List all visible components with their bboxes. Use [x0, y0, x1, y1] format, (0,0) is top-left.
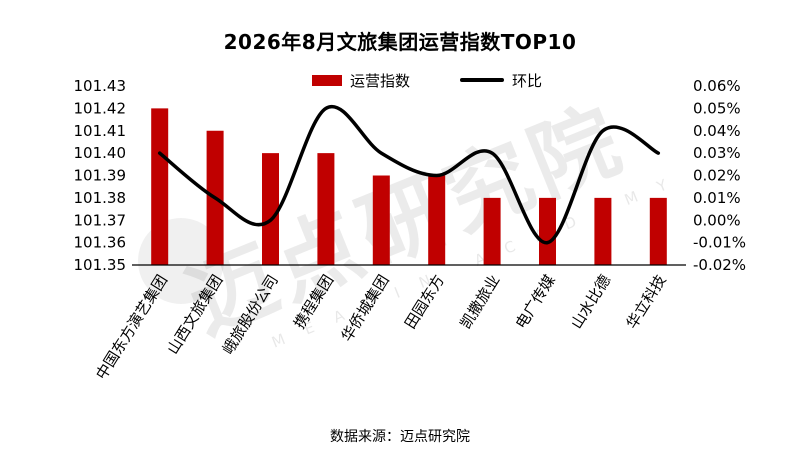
category-label: 华立科技 [623, 272, 670, 332]
category-label: 山水比德 [567, 272, 614, 332]
bar-2 [262, 153, 279, 265]
category-label: 携程集团 [290, 272, 337, 332]
category-label: 田园东方 [401, 272, 448, 332]
right-tick-label: 0.04% [693, 122, 741, 140]
left-tick-label: 101.43 [74, 77, 127, 95]
right-tick-label: 0.06% [693, 77, 741, 95]
chart-title: 2026年8月文旅集团运营指数TOP10 [223, 30, 577, 54]
left-tick-label: 101.41 [74, 122, 127, 140]
legend-bar-swatch [312, 74, 342, 86]
category-label: 山西文旅集团 [164, 272, 227, 358]
left-tick-label: 101.40 [74, 144, 127, 162]
chart-legend: 运营指数 环比 [0, 68, 800, 92]
left-tick-label: 101.35 [74, 256, 127, 274]
category-label: 峨旅股份公司 [219, 272, 282, 358]
bar-9 [649, 197, 667, 265]
data-source: 数据来源：迈点研究院 [330, 429, 470, 445]
right-tick-label: 0.01% [693, 189, 741, 207]
right-tick-label: 0.00% [693, 211, 741, 229]
left-tick-label: 101.39 [74, 167, 127, 185]
right-tick-label: -0.02% [693, 256, 746, 274]
legend-item-line: 环比 [460, 68, 542, 92]
line-layer [157, 104, 661, 245]
category-label: 凯撒旅业 [456, 272, 503, 332]
legend-line-label: 环比 [512, 71, 543, 90]
bar-3 [317, 153, 335, 265]
legend-item-bar: 运营指数 [312, 68, 410, 92]
category-label: 电广传媒 [512, 272, 559, 332]
bars-layer [151, 108, 667, 265]
chart-plot: 101.35 101.36 101.37 101.38 101.39 101.40 101.… [74, 77, 747, 383]
legend-bar-label: 运营指数 [350, 71, 411, 90]
bar-7 [539, 197, 556, 265]
right-tick-label: 0.05% [693, 99, 741, 117]
category-label: 中国东方演艺集团 [92, 272, 171, 383]
right-tick-label: -0.01% [693, 234, 746, 252]
series-line-huanbi [157, 104, 661, 245]
axis-layer: 101.35 101.36 101.37 101.38 101.39 101.40 101.… [74, 77, 747, 383]
left-tick-label: 101.38 [74, 189, 127, 207]
left-tick-label: 101.37 [74, 211, 127, 229]
right-tick-label: 0.02% [693, 167, 741, 185]
legend-line-swatch [460, 78, 504, 82]
category-label: 华侨城集团 [338, 272, 393, 345]
bar-0 [151, 108, 169, 265]
right-tick-label: 0.03% [693, 144, 741, 162]
left-tick-label: 101.36 [74, 234, 127, 252]
bar-5 [428, 175, 446, 265]
bar-4 [372, 175, 390, 265]
bar-6 [483, 197, 501, 265]
left-tick-label: 101.42 [74, 99, 127, 117]
bar-8 [594, 197, 612, 265]
